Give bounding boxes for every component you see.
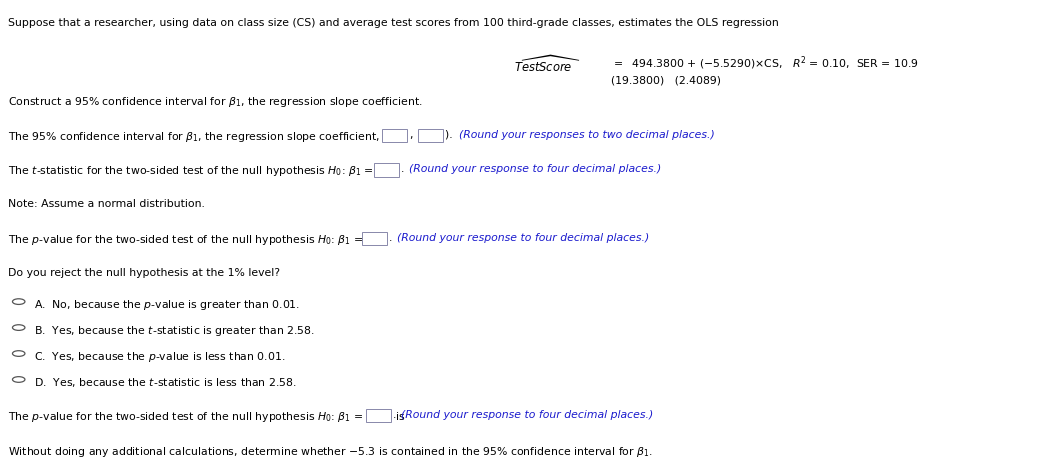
Text: Do you reject the null hypothesis at the 1% level?: Do you reject the null hypothesis at the… — [8, 268, 281, 278]
Text: Note: Assume a normal distribution.: Note: Assume a normal distribution. — [8, 199, 205, 209]
Text: Construct a 95% confidence interval for $\beta_1$, the regression slope coeffici: Construct a 95% confidence interval for … — [8, 95, 423, 110]
Text: (Round your responses to two decimal places.): (Round your responses to two decimal pla… — [459, 130, 715, 140]
Text: .: . — [389, 233, 399, 243]
Text: The 95% confidence interval for $\beta_1$, the regression slope coefficient, is : The 95% confidence interval for $\beta_1… — [8, 130, 400, 144]
FancyBboxPatch shape — [362, 232, 387, 245]
Text: ).: ). — [445, 130, 456, 140]
Text: Without doing any additional calculations, determine whether $-$5.3 is contained: Without doing any additional calculation… — [8, 445, 654, 459]
Text: .: . — [401, 164, 411, 174]
Text: D.  Yes, because the $t$-statistic is less than 2.58.: D. Yes, because the $t$-statistic is les… — [34, 376, 297, 389]
Text: The $p$-value for the two-sided test of the null hypothesis $H_0$: $\beta_1$ = $: The $p$-value for the two-sided test of … — [8, 410, 406, 424]
Text: C.  Yes, because the $p$-value is less than 0.01.: C. Yes, because the $p$-value is less th… — [34, 350, 286, 364]
FancyBboxPatch shape — [418, 129, 443, 142]
Text: Suppose that a researcher, using data on class size (CS) and average test scores: Suppose that a researcher, using data on… — [8, 18, 779, 28]
Text: B.  Yes, because the $t$-statistic is greater than 2.58.: B. Yes, because the $t$-statistic is gre… — [34, 324, 315, 338]
Text: .: . — [393, 410, 403, 420]
FancyBboxPatch shape — [382, 129, 407, 142]
Text: The $t$-statistic for the two-sided test of the null hypothesis $H_0$: $\beta_1$: The $t$-statistic for the two-sided test… — [8, 164, 398, 178]
Text: (19.3800)   (2.4089): (19.3800) (2.4089) — [611, 76, 721, 85]
Text: (Round your response to four decimal places.): (Round your response to four decimal pla… — [401, 410, 654, 420]
Text: The $p$-value for the two-sided test of the null hypothesis $H_0$: $\beta_1$ = 0: The $p$-value for the two-sided test of … — [8, 233, 388, 247]
FancyBboxPatch shape — [374, 163, 399, 177]
Text: (Round your response to four decimal places.): (Round your response to four decimal pla… — [409, 164, 662, 174]
Text: $\widehat{TestScore}$: $\widehat{TestScore}$ — [514, 54, 581, 75]
Text: (Round your response to four decimal places.): (Round your response to four decimal pla… — [397, 233, 649, 243]
Text: $=$  494.3800 + ($-$5.5290)$\times$CS,   $R^2$ = 0.10,  SER = 10.9: $=$ 494.3800 + ($-$5.5290)$\times$CS, $R… — [611, 54, 918, 72]
FancyBboxPatch shape — [366, 409, 391, 422]
Text: A.  No, because the $p$-value is greater than 0.01.: A. No, because the $p$-value is greater … — [34, 298, 300, 312]
Text: ,: , — [409, 130, 412, 140]
